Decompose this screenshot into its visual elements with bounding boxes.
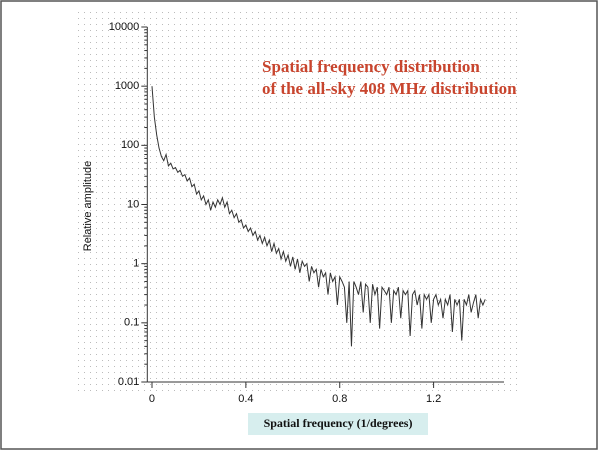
x-tick-label: 0.4 <box>238 393 253 405</box>
x-tick-label: 1.2 <box>426 393 441 405</box>
x-tick-label: 0 <box>149 393 155 405</box>
chart-title: Spatial frequency distribution <box>262 57 480 76</box>
chart-title: of the all-sky 408 MHz distribution <box>262 79 517 98</box>
y-tick-label: 10 <box>127 198 139 210</box>
y-tick-label: 1 <box>133 258 139 270</box>
x-axis-label: Spatial frequency (1/degrees) <box>264 416 413 430</box>
x-label-box <box>248 413 428 435</box>
y-tick-label: 0.01 <box>118 376 139 388</box>
y-tick-label: 10000 <box>109 21 140 33</box>
y-axis-label: Relative amplitude <box>82 161 94 252</box>
grid <box>76 10 520 396</box>
y-tick-label: 100 <box>121 139 139 151</box>
data-line <box>151 86 486 347</box>
y-tick-label: 1000 <box>115 80 139 92</box>
y-tick-label: 0.1 <box>124 317 139 329</box>
x-tick-label: 0.8 <box>332 393 347 405</box>
